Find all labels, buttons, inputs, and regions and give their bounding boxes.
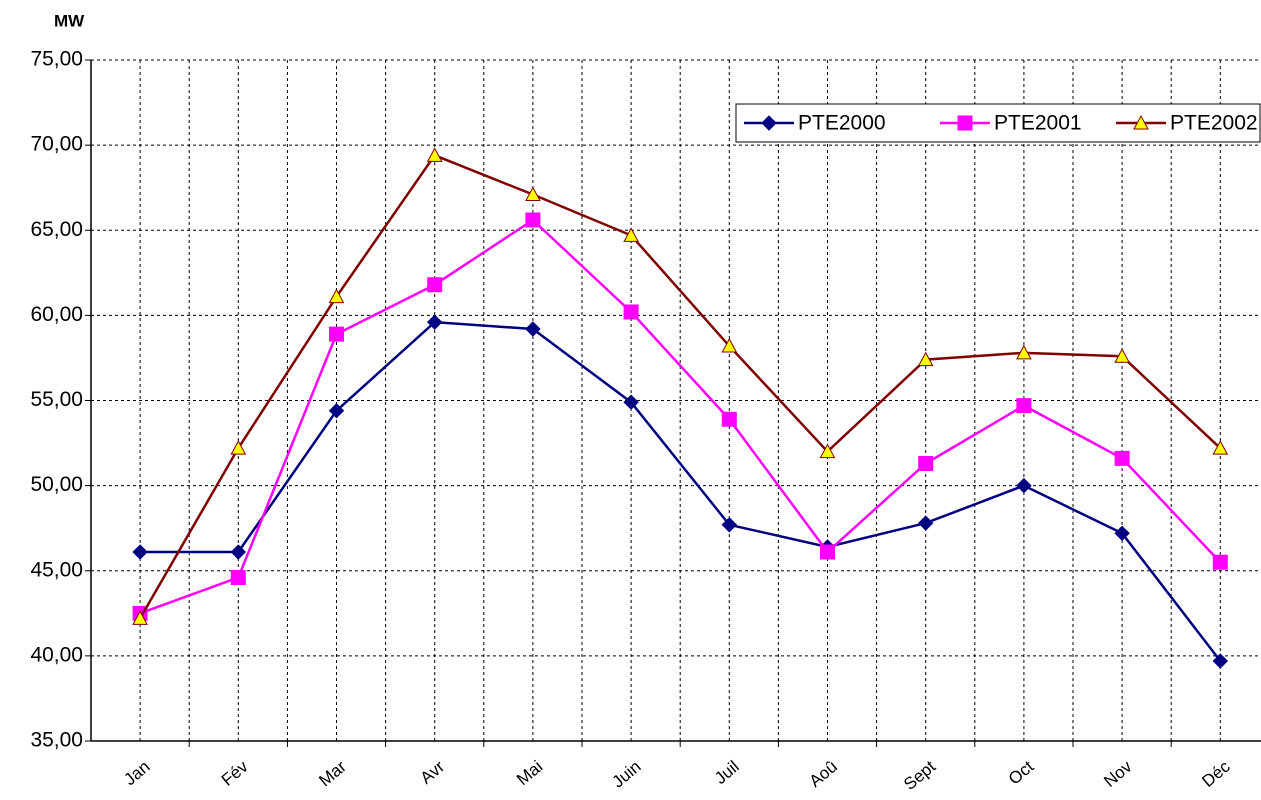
marker xyxy=(623,304,639,320)
y-tick-label: 55,00 xyxy=(30,388,83,411)
marker xyxy=(1016,398,1032,414)
y-tick-label: 75,00 xyxy=(30,48,83,71)
marker xyxy=(329,326,344,342)
marker xyxy=(328,288,345,304)
marker xyxy=(761,115,777,131)
marker xyxy=(1212,554,1228,570)
marker xyxy=(427,277,443,293)
marker xyxy=(230,570,246,586)
marker xyxy=(1133,114,1149,130)
marker xyxy=(957,115,973,131)
marker xyxy=(230,544,247,560)
marker xyxy=(1114,525,1130,542)
y-tick-label: 65,00 xyxy=(30,218,83,241)
x-tick-label: Avr xyxy=(417,757,449,788)
marker xyxy=(132,610,148,625)
marker xyxy=(525,212,541,228)
series-line xyxy=(140,320,1222,662)
marker xyxy=(230,440,247,455)
legend-label: PTE2000 xyxy=(798,112,886,135)
y-tick-label: 45,00 xyxy=(30,558,83,581)
marker xyxy=(1016,477,1032,494)
marker xyxy=(525,321,541,337)
x-tick-label: Mar xyxy=(315,757,350,791)
y-tick-label: 70,00 xyxy=(30,133,83,156)
y-tick-label: 50,00 xyxy=(30,473,83,496)
y-tick-label: 60,00 xyxy=(30,303,83,326)
legend: PTE2000 PTE2001 PTE2002 xyxy=(735,103,1261,143)
marker xyxy=(1016,344,1032,360)
marker xyxy=(623,394,639,410)
marker xyxy=(917,351,934,367)
marker xyxy=(819,443,836,459)
x-tick-label: Juin xyxy=(608,757,644,792)
x-tick-label: Fév xyxy=(218,757,252,790)
x-tick-label: Déc xyxy=(1198,757,1234,791)
marker xyxy=(917,515,934,531)
series-line xyxy=(139,218,1222,615)
plot-area xyxy=(85,59,1261,747)
marker xyxy=(1212,440,1229,455)
x-tick-label: Sept xyxy=(900,757,939,794)
x-tick-label: Aoû xyxy=(806,757,841,791)
marker xyxy=(132,544,148,560)
marker xyxy=(820,544,835,560)
marker xyxy=(1114,450,1130,466)
y-tick-label: 35,00 xyxy=(30,729,83,752)
series-line xyxy=(139,153,1222,620)
marker xyxy=(1212,653,1229,669)
marker xyxy=(721,337,738,353)
legend-label: PTE2002 xyxy=(1170,112,1258,135)
legend-box xyxy=(735,103,1261,143)
legend-label: PTE2001 xyxy=(994,112,1082,135)
marker xyxy=(1114,348,1130,363)
x-tick-label: Juil xyxy=(711,757,743,788)
x-tick-label: Oct xyxy=(1005,757,1038,789)
marker xyxy=(525,186,541,201)
x-tick-label: Mai xyxy=(513,757,546,789)
marker xyxy=(721,517,738,533)
x-tick-label: Nov xyxy=(1100,757,1136,791)
y-axis-title: MW xyxy=(54,11,85,30)
x-tick-label: Jan xyxy=(120,757,153,789)
marker xyxy=(623,227,639,242)
y-tick-label: 40,00 xyxy=(30,643,83,666)
marker xyxy=(426,147,443,162)
marker xyxy=(328,403,345,419)
marker xyxy=(426,314,443,330)
marker xyxy=(721,411,737,427)
marker xyxy=(918,455,934,471)
